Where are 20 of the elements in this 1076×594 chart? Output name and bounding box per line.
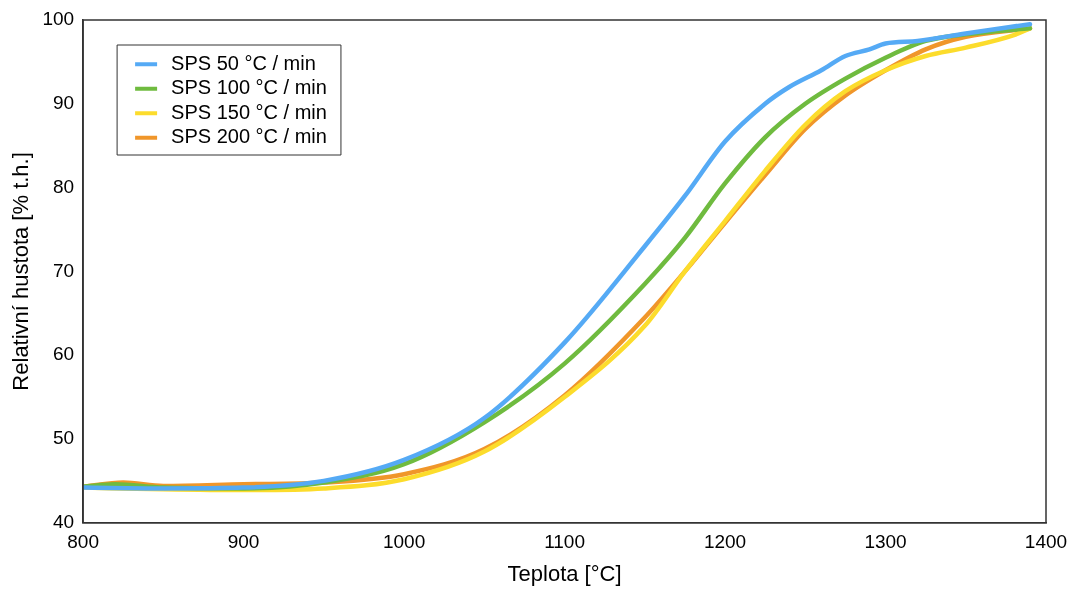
y-tick-label: 80 [52,175,75,197]
x-tick-label: 1100 [544,531,585,553]
legend-label: SPS 150 °C / min [171,100,327,123]
y-tick-label: 90 [52,92,75,114]
x-tick-label: 900 [227,531,260,553]
legend-label: SPS 50 °C / min [171,51,316,74]
y-tick-label: 70 [52,259,75,281]
y-tick-label: 50 [52,427,75,449]
legend-label: SPS 100 °C / min [171,76,327,99]
y-tick-label: 40 [52,511,75,533]
x-tick-label: 1400 [1024,531,1068,553]
y-tick-label: 60 [52,343,75,365]
y-axis-title: Relativní hustota [% t.h.] [8,152,34,391]
x-tick-label: 1000 [382,531,426,553]
legend-label: SPS 200 °C / min [171,125,327,148]
x-tick-label: 800 [67,531,99,553]
y-tick-label: 100 [42,8,75,30]
x-axis-title: Teplota [°C] [507,560,622,586]
x-tick-label: 1200 [703,531,747,553]
x-tick-label: 1300 [864,531,907,553]
